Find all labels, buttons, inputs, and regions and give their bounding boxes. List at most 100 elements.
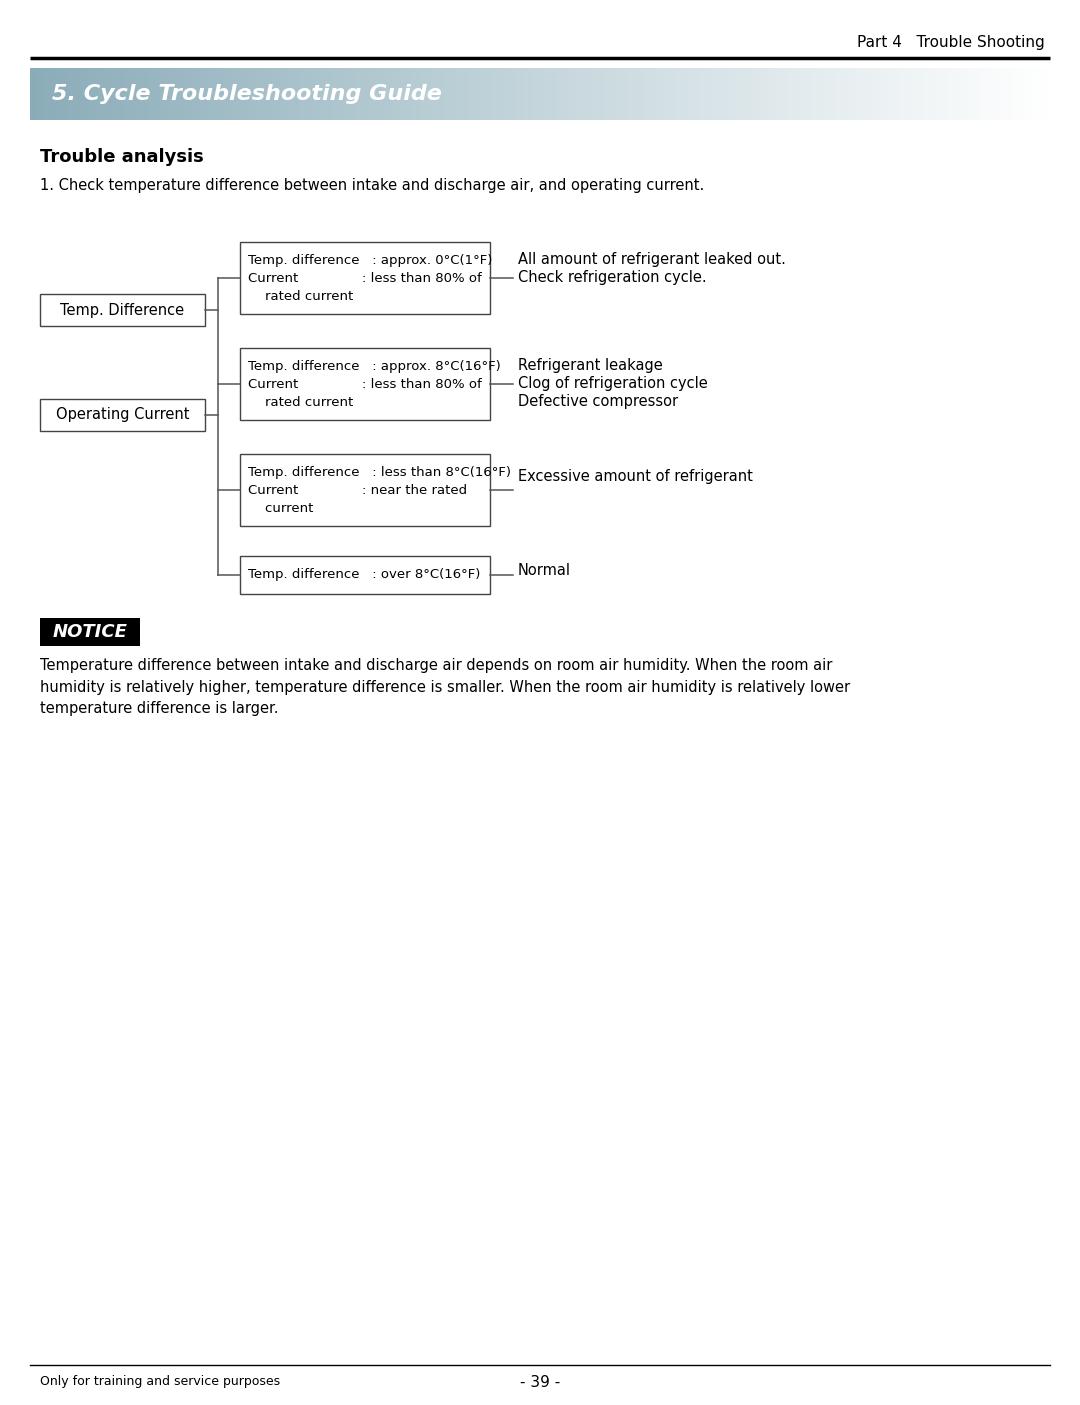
Bar: [108, 67, 112, 119]
Bar: [761, 67, 765, 119]
FancyBboxPatch shape: [240, 556, 490, 594]
Bar: [635, 67, 639, 119]
Bar: [573, 67, 578, 119]
Bar: [993, 67, 996, 119]
Bar: [315, 67, 320, 119]
Bar: [519, 67, 524, 119]
Bar: [183, 67, 187, 119]
Bar: [363, 67, 367, 119]
Bar: [989, 67, 993, 119]
Bar: [955, 67, 959, 119]
Bar: [342, 67, 347, 119]
Bar: [353, 67, 356, 119]
Bar: [945, 67, 948, 119]
Bar: [842, 67, 847, 119]
Bar: [418, 67, 421, 119]
Bar: [111, 67, 116, 119]
Bar: [730, 67, 734, 119]
Bar: [434, 67, 438, 119]
Bar: [397, 67, 401, 119]
Bar: [71, 67, 75, 119]
Bar: [948, 67, 951, 119]
Bar: [812, 67, 815, 119]
Bar: [665, 67, 670, 119]
Bar: [744, 67, 747, 119]
Bar: [224, 67, 228, 119]
Bar: [966, 67, 969, 119]
Text: Temp. difference   : approx. 8°C(16°F): Temp. difference : approx. 8°C(16°F): [248, 360, 501, 372]
Bar: [856, 67, 860, 119]
Bar: [934, 67, 939, 119]
Bar: [451, 67, 456, 119]
Bar: [757, 67, 761, 119]
Bar: [390, 67, 394, 119]
Bar: [306, 67, 309, 119]
Bar: [914, 67, 918, 119]
Text: NOTICE: NOTICE: [53, 622, 127, 641]
Bar: [615, 67, 619, 119]
Bar: [1020, 67, 1024, 119]
Bar: [897, 67, 901, 119]
Text: Check refrigeration cycle.: Check refrigeration cycle.: [518, 270, 706, 285]
Text: Temp. difference   : approx. 0°C(1°F): Temp. difference : approx. 0°C(1°F): [248, 254, 492, 267]
Bar: [917, 67, 921, 119]
Bar: [679, 67, 684, 119]
Bar: [951, 67, 956, 119]
Bar: [206, 67, 211, 119]
Bar: [496, 67, 500, 119]
Bar: [455, 67, 459, 119]
Bar: [1002, 67, 1007, 119]
Bar: [152, 67, 157, 119]
Bar: [105, 67, 109, 119]
Bar: [557, 67, 561, 119]
Bar: [546, 67, 551, 119]
Bar: [360, 67, 364, 119]
Bar: [336, 67, 340, 119]
Bar: [421, 67, 424, 119]
Bar: [1009, 67, 1013, 119]
Bar: [893, 67, 897, 119]
Bar: [458, 67, 462, 119]
Bar: [33, 67, 38, 119]
Bar: [602, 67, 605, 119]
Bar: [424, 67, 429, 119]
Bar: [78, 67, 81, 119]
Bar: [924, 67, 928, 119]
Text: 5. Cycle Troubleshooting Guide: 5. Cycle Troubleshooting Guide: [52, 84, 442, 104]
Bar: [309, 67, 313, 119]
Bar: [1040, 67, 1043, 119]
Bar: [869, 67, 874, 119]
Bar: [806, 67, 809, 119]
Bar: [1037, 67, 1040, 119]
Bar: [475, 67, 480, 119]
Bar: [733, 67, 738, 119]
Bar: [584, 67, 589, 119]
Bar: [649, 67, 652, 119]
FancyBboxPatch shape: [40, 294, 205, 326]
Bar: [788, 67, 792, 119]
Bar: [333, 67, 337, 119]
Bar: [279, 67, 282, 119]
Bar: [853, 67, 856, 119]
Bar: [690, 67, 693, 119]
Bar: [887, 67, 891, 119]
Bar: [499, 67, 503, 119]
Bar: [507, 67, 510, 119]
Bar: [978, 67, 983, 119]
Bar: [741, 67, 744, 119]
Bar: [975, 67, 980, 119]
Bar: [114, 67, 119, 119]
Bar: [880, 67, 883, 119]
Bar: [492, 67, 497, 119]
Bar: [404, 67, 408, 119]
Bar: [774, 67, 779, 119]
FancyBboxPatch shape: [40, 399, 205, 431]
Bar: [670, 67, 673, 119]
Text: Temp. difference   : less than 8°C(16°F): Temp. difference : less than 8°C(16°F): [248, 466, 511, 479]
Bar: [410, 67, 415, 119]
Bar: [673, 67, 676, 119]
Bar: [231, 67, 234, 119]
Bar: [132, 67, 136, 119]
Bar: [312, 67, 316, 119]
Bar: [251, 67, 255, 119]
